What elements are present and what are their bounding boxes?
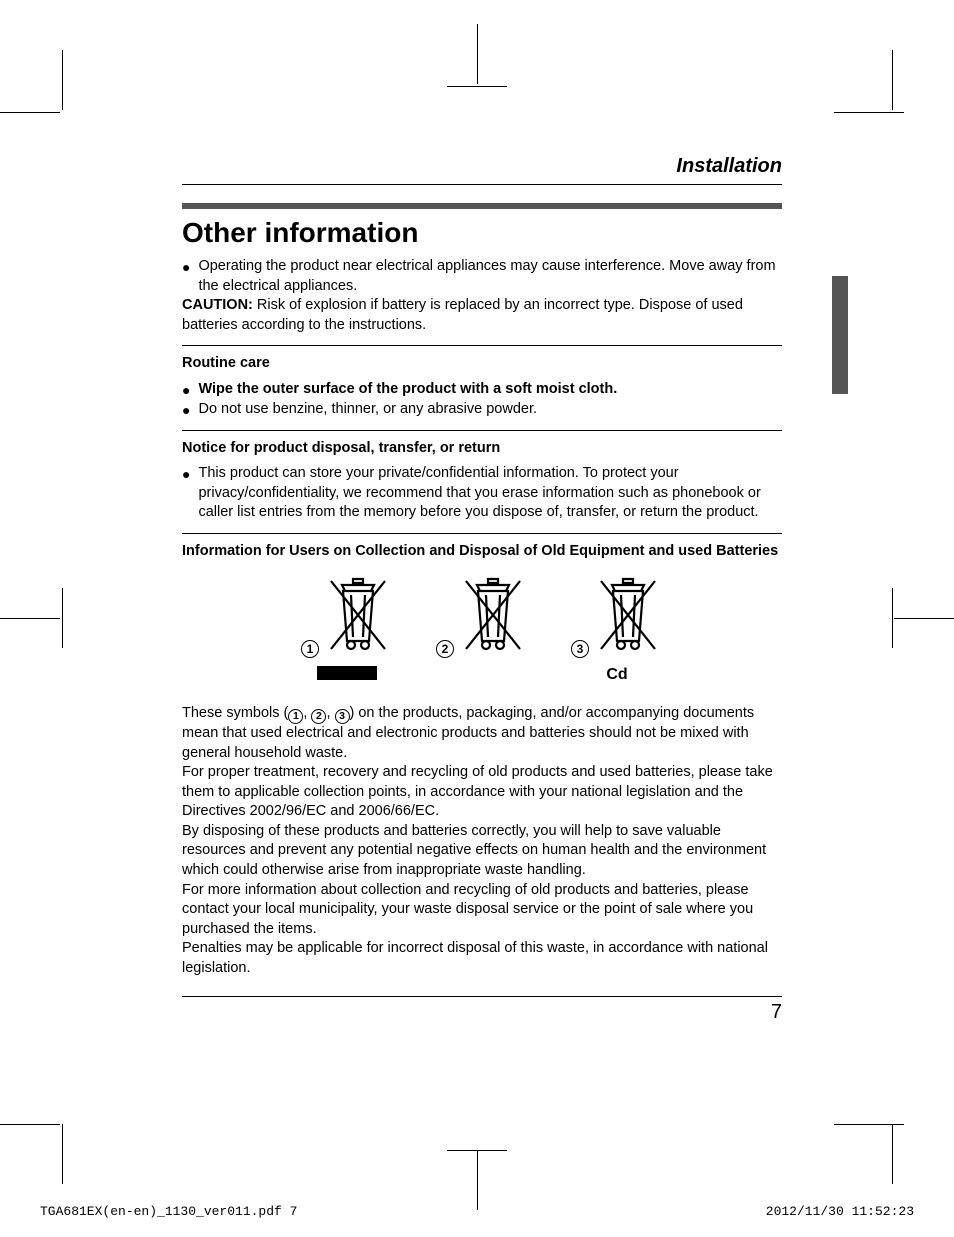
circle-number-2: 2 bbox=[436, 640, 454, 658]
crop-mark bbox=[477, 24, 478, 84]
crop-mark bbox=[892, 50, 893, 110]
crop-mark bbox=[477, 1150, 478, 1210]
notice-bullet-1: ● This product can store your private/co… bbox=[182, 464, 782, 523]
crop-mark bbox=[892, 588, 893, 648]
symbol-2: 2 bbox=[435, 575, 530, 686]
disposal-p1-b: , bbox=[303, 705, 311, 721]
symbol-1: 1 bbox=[300, 575, 395, 686]
page-content: Installation Other information ● Operati… bbox=[182, 155, 782, 1024]
disposal-p1: These symbols (1, 2, 3) on the products,… bbox=[182, 704, 782, 763]
bullet-icon: ● bbox=[182, 465, 190, 484]
print-footer: TGA681EX(en-en)_1130_ver011.pdf 7 2012/1… bbox=[40, 1204, 914, 1219]
disposal-p5: Penalties may be applicable for incorrec… bbox=[182, 939, 782, 978]
bullet-icon: ● bbox=[182, 258, 190, 277]
weee-bin-icon bbox=[458, 575, 528, 653]
symbol-3: 3 Cd bbox=[570, 575, 665, 686]
crop-mark bbox=[0, 112, 60, 113]
crop-mark bbox=[62, 1124, 63, 1184]
circle-number-3: 3 bbox=[571, 640, 589, 658]
page-title: Other information bbox=[182, 217, 782, 249]
crop-mark bbox=[0, 618, 60, 619]
circle-inline-2: 2 bbox=[311, 709, 326, 724]
crop-mark bbox=[892, 1124, 893, 1184]
weee-bin-icon bbox=[593, 575, 663, 653]
footer-right: 2012/11/30 11:52:23 bbox=[766, 1204, 914, 1219]
disposal-heading: Information for Users on Collection and … bbox=[182, 542, 782, 562]
intro-bullet-1: ● Operating the product near electrical … bbox=[182, 257, 782, 296]
symbol-1-underbar bbox=[317, 666, 377, 680]
notice-heading: Notice for product disposal, transfer, o… bbox=[182, 439, 782, 459]
circle-inline-3: 3 bbox=[335, 709, 350, 724]
routine-b1-text: Wipe the outer surface of the product wi… bbox=[198, 380, 782, 400]
disposal-p2: For proper treatment, recovery and recyc… bbox=[182, 763, 782, 822]
page-number: 7 bbox=[182, 996, 782, 1024]
disposal-p1-a: These symbols ( bbox=[182, 705, 288, 721]
divider bbox=[182, 533, 782, 534]
caution-label: CAUTION: bbox=[182, 297, 253, 313]
crop-mark bbox=[447, 86, 507, 87]
disposal-p4: For more information about collection an… bbox=[182, 881, 782, 940]
circle-inline-1: 1 bbox=[288, 709, 303, 724]
routine-block: Routine care ● Wipe the outer surface of… bbox=[182, 354, 782, 419]
caution-text: Risk of explosion if battery is replaced… bbox=[182, 297, 743, 333]
side-tab bbox=[832, 276, 848, 394]
routine-bullet-1: ● Wipe the outer surface of the product … bbox=[182, 380, 782, 400]
crop-mark bbox=[0, 1124, 60, 1125]
crop-mark bbox=[834, 1124, 904, 1125]
divider bbox=[182, 345, 782, 346]
footer-left: TGA681EX(en-en)_1130_ver011.pdf 7 bbox=[40, 1204, 297, 1219]
crop-mark bbox=[62, 50, 63, 110]
crop-mark bbox=[834, 112, 904, 113]
bullet-icon: ● bbox=[182, 401, 190, 420]
divider bbox=[182, 430, 782, 431]
bullet-icon: ● bbox=[182, 381, 190, 400]
intro-bullet-1-text: Operating the product near electrical ap… bbox=[198, 257, 782, 296]
disposal-p3: By disposing of these products and batte… bbox=[182, 822, 782, 881]
disposal-p1-c: , bbox=[326, 705, 334, 721]
crop-mark bbox=[894, 618, 954, 619]
intro-block: ● Operating the product near electrical … bbox=[182, 257, 782, 335]
caution-line: CAUTION: Risk of explosion if battery is… bbox=[182, 296, 782, 335]
disposal-block: Information for Users on Collection and … bbox=[182, 542, 782, 978]
circle-number-1: 1 bbox=[301, 640, 319, 658]
routine-heading: Routine care bbox=[182, 354, 782, 374]
routine-b2-text: Do not use benzine, thinner, or any abra… bbox=[198, 400, 782, 420]
disposal-symbols-row: 1 2 bbox=[182, 575, 782, 686]
title-bar bbox=[182, 203, 782, 209]
notice-b1-text: This product can store your private/conf… bbox=[198, 464, 782, 523]
cd-label: Cd bbox=[570, 664, 665, 686]
notice-block: Notice for product disposal, transfer, o… bbox=[182, 439, 782, 523]
weee-bin-icon bbox=[323, 575, 393, 653]
routine-bullet-2: ● Do not use benzine, thinner, or any ab… bbox=[182, 400, 782, 420]
section-header: Installation bbox=[182, 155, 782, 185]
crop-mark bbox=[62, 588, 63, 648]
